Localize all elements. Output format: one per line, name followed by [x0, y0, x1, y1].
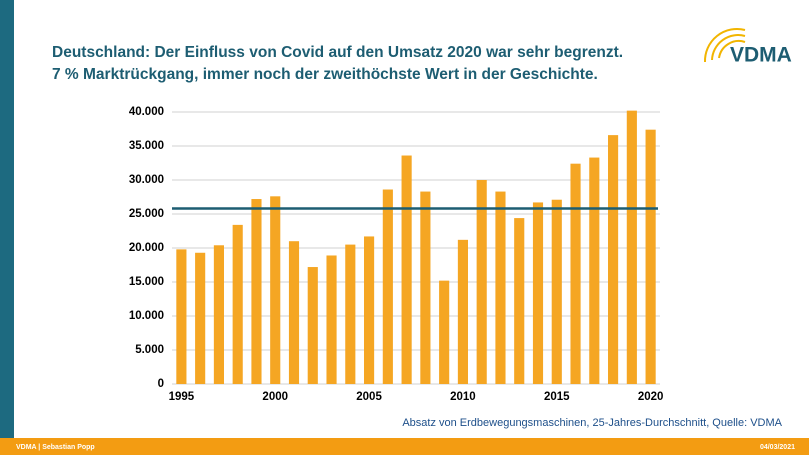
bar — [439, 280, 450, 384]
y-tick-label: 30.000 — [129, 174, 164, 186]
footer-left: VDMA | Sebastian Popp — [16, 444, 95, 451]
bar — [382, 189, 393, 384]
x-tick-label: 2000 — [262, 391, 288, 403]
footer-bar — [0, 438, 809, 455]
bar — [514, 218, 525, 384]
logo-arc — [711, 34, 746, 61]
y-tick-label: 10.000 — [129, 310, 164, 322]
title-line: 7 % Marktrückgang, immer noch der zweith… — [52, 66, 598, 83]
bar — [176, 249, 187, 384]
bar — [364, 236, 375, 384]
logo-arc — [703, 27, 746, 63]
bar — [307, 267, 318, 384]
footer-right: 04/03/2021 — [760, 444, 795, 451]
x-tick-label: 2010 — [450, 391, 476, 403]
bar — [195, 252, 206, 384]
chart-note: Absatz von Erdbewegungsmaschinen, 25-Jah… — [402, 417, 782, 429]
y-tick-label: 40.000 — [129, 106, 164, 118]
x-tick-label: 1995 — [169, 391, 195, 403]
y-tick-label: 20.000 — [129, 242, 164, 254]
bar — [213, 245, 224, 384]
bar — [288, 241, 300, 384]
y-tick-label: 25.000 — [129, 208, 164, 220]
bar — [476, 180, 487, 384]
bar — [270, 196, 281, 384]
bar — [532, 202, 544, 384]
bar — [551, 199, 562, 384]
x-tick-label: 2005 — [356, 391, 382, 403]
bar — [589, 157, 600, 384]
bar — [232, 224, 243, 384]
bar — [645, 129, 656, 384]
y-tick-label: 5.000 — [135, 344, 164, 356]
bar — [345, 244, 356, 384]
x-tick-label: 2015 — [544, 391, 570, 403]
bar — [608, 135, 619, 384]
x-tick-label: 2020 — [638, 391, 664, 403]
y-tick-label: 35.000 — [129, 140, 164, 152]
logo: VDMA — [703, 27, 792, 67]
logo-arc — [718, 40, 746, 59]
y-tick-label: 15.000 — [129, 276, 164, 288]
bar — [251, 199, 262, 384]
bar — [326, 255, 337, 384]
bar — [420, 191, 431, 384]
bar — [570, 163, 581, 384]
title-line: Deutschland: Der Einfluss von Covid auf … — [52, 44, 623, 61]
bar — [401, 155, 412, 384]
y-tick-label: 0 — [158, 378, 164, 390]
logo-text: VDMA — [730, 44, 792, 67]
side-bar — [0, 0, 14, 455]
bar — [457, 239, 468, 384]
bar — [495, 191, 506, 384]
bar — [626, 110, 637, 384]
